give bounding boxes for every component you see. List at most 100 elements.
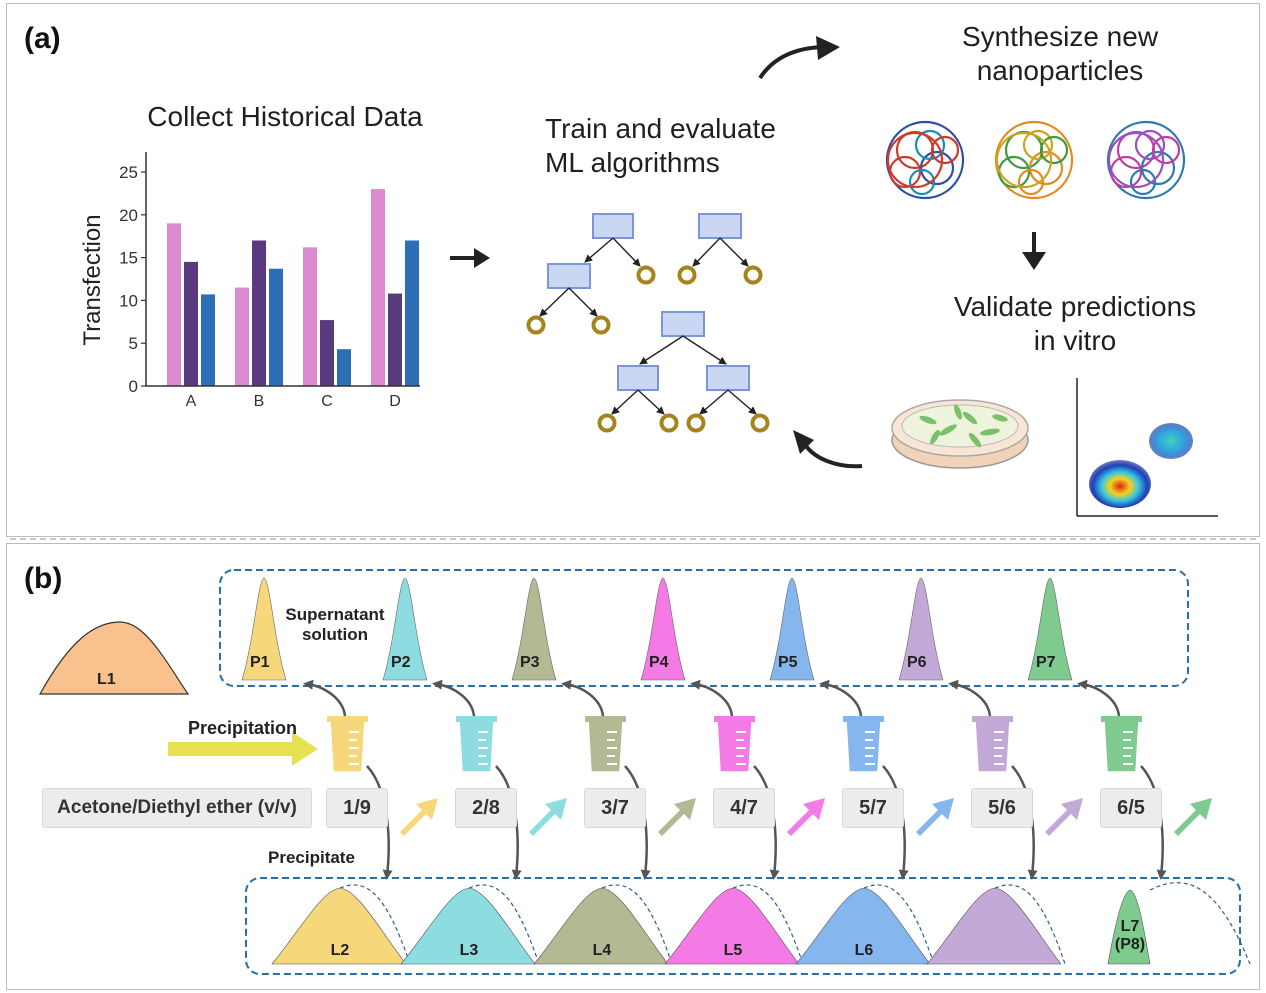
chart-marks: 0 5 10 15 20 25 A B C D xyxy=(119,163,419,410)
step-arrow-icon xyxy=(787,798,825,836)
bar xyxy=(405,240,419,386)
beaker-rim xyxy=(714,716,755,722)
precipitate-peak xyxy=(1107,889,1151,965)
supernatant-label-line2: solution xyxy=(301,625,369,644)
beaker-rim xyxy=(327,716,368,722)
bar xyxy=(184,261,198,386)
beaker-icon xyxy=(1103,719,1140,773)
y-tick-label: 10 xyxy=(119,291,138,310)
supernatant-arrow xyxy=(303,679,347,717)
beaker-rim xyxy=(972,716,1013,722)
transfection-bar-chart: 0 5 10 15 20 25 A B C D Transfection xyxy=(79,152,420,410)
step-arrow-icon xyxy=(400,798,438,836)
remaining-distribution xyxy=(732,884,804,965)
decision-tree-icon xyxy=(526,213,770,433)
remaining-distribution xyxy=(339,884,411,965)
y-tick-label: 5 xyxy=(129,334,138,353)
beaker-rim xyxy=(456,716,497,722)
precipitate-mound xyxy=(926,887,1062,965)
panel-a-frame xyxy=(6,3,1260,537)
bar xyxy=(235,287,249,386)
supernatant-peak xyxy=(1027,577,1073,681)
supernatant-peak xyxy=(241,577,287,681)
nanoparticle-1-icon xyxy=(885,120,965,200)
precipitate-label-l: L5 xyxy=(723,942,743,959)
y-tick-label: 15 xyxy=(119,249,138,268)
synthesize-title: Synthesize new nanoparticles xyxy=(915,20,1205,88)
precipitate-label-l: L7 (P8) xyxy=(1108,918,1152,954)
supernatant-label-p: P3 xyxy=(520,654,540,671)
supernatant-arrow xyxy=(819,679,863,717)
precipitate-label-l-sub: (P8) xyxy=(1114,936,1146,953)
remaining-distribution xyxy=(468,884,540,965)
train-title: Train and evaluate ML algorithms xyxy=(545,112,815,180)
supernatant-label: Supernatant solution xyxy=(280,605,390,645)
beaker-icon xyxy=(329,719,366,773)
bar xyxy=(201,294,215,386)
precipitate-label-l: L4 xyxy=(592,942,612,959)
supernatant-label-p: P6 xyxy=(907,654,927,671)
supernatant-arrow xyxy=(690,679,734,717)
solvent-ratio-legend: Acetone/Diethyl ether (v/v) xyxy=(42,788,312,828)
arrow-to-validate xyxy=(1022,232,1046,270)
arrow-to-synthesize xyxy=(758,36,840,80)
flow-cytometry-plot-icon xyxy=(1076,378,1218,517)
validate-title-line2: in vitro xyxy=(1033,325,1117,356)
supernatant-label-p: P4 xyxy=(649,654,669,671)
train-title-line1: Train and evaluate xyxy=(545,113,776,144)
validate-title: Validate predictions in vitro xyxy=(925,290,1225,358)
supernatant-peak xyxy=(511,577,557,681)
panel-a-label: (a) xyxy=(24,22,61,55)
supernatant-arrow xyxy=(561,679,605,717)
precipitate-label-l: L2 xyxy=(330,942,350,959)
remaining-distribution xyxy=(1149,882,1251,965)
remaining-distribution xyxy=(863,884,935,965)
supernatant-label-p: P7 xyxy=(1036,654,1056,671)
bar xyxy=(320,320,334,386)
supernatant-arrow xyxy=(432,679,476,717)
bar xyxy=(252,240,266,386)
ratio-box: 2/8 xyxy=(455,788,517,828)
beaker-icon xyxy=(974,719,1011,773)
collect-data-title: Collect Historical Data xyxy=(147,101,423,132)
train-title-line2: ML algorithms xyxy=(545,147,720,178)
supernatant-label-line1: Supernatant xyxy=(285,605,385,624)
bar xyxy=(337,349,351,386)
y-tick-label: 25 xyxy=(119,163,138,182)
ratio-box: 5/7 xyxy=(842,788,904,828)
beaker-rim xyxy=(843,716,884,722)
ratio-box: 1/9 xyxy=(326,788,388,828)
beaker-icon xyxy=(458,719,495,773)
ratio-box: 6/5 xyxy=(1100,788,1162,828)
panel-a-graphics xyxy=(450,36,1218,517)
supernatant-peak xyxy=(382,577,428,681)
validate-title-line1: Validate predictions xyxy=(953,291,1197,322)
bar xyxy=(388,293,402,386)
supernatant-label-p: P5 xyxy=(778,654,798,671)
supernatant-arrow xyxy=(948,679,992,717)
step-arrow-icon xyxy=(658,798,696,836)
beaker-icon xyxy=(716,719,753,773)
y-tick-label: 0 xyxy=(129,377,138,396)
step-arrow-icon xyxy=(916,798,954,836)
x-tick-label: B xyxy=(254,393,265,410)
panel-b-frame xyxy=(6,543,1260,990)
synthesize-title-line2: nanoparticles xyxy=(976,55,1144,86)
ratio-box: 3/7 xyxy=(584,788,646,828)
bar xyxy=(303,247,317,386)
precipitate-label: Precipitate xyxy=(268,848,355,867)
panel-b-label: (b) xyxy=(24,562,63,595)
step-arrow-icon xyxy=(1045,798,1083,836)
petri-dish-icon xyxy=(891,399,1029,469)
x-tick-label: A xyxy=(186,393,197,410)
nanoparticle-3-icon xyxy=(1106,120,1186,200)
supernatant-label-p: P2 xyxy=(391,654,411,671)
remaining-distribution xyxy=(601,884,673,965)
arrow-back-to-ml xyxy=(793,430,863,469)
panel-divider xyxy=(10,538,1256,540)
precipitate-label-l: L6 xyxy=(854,942,874,959)
supernatant-peak xyxy=(898,577,944,681)
synthesize-title-line1: Synthesize new xyxy=(961,21,1159,52)
precipitation-arrow xyxy=(168,732,318,766)
bar xyxy=(167,223,181,386)
